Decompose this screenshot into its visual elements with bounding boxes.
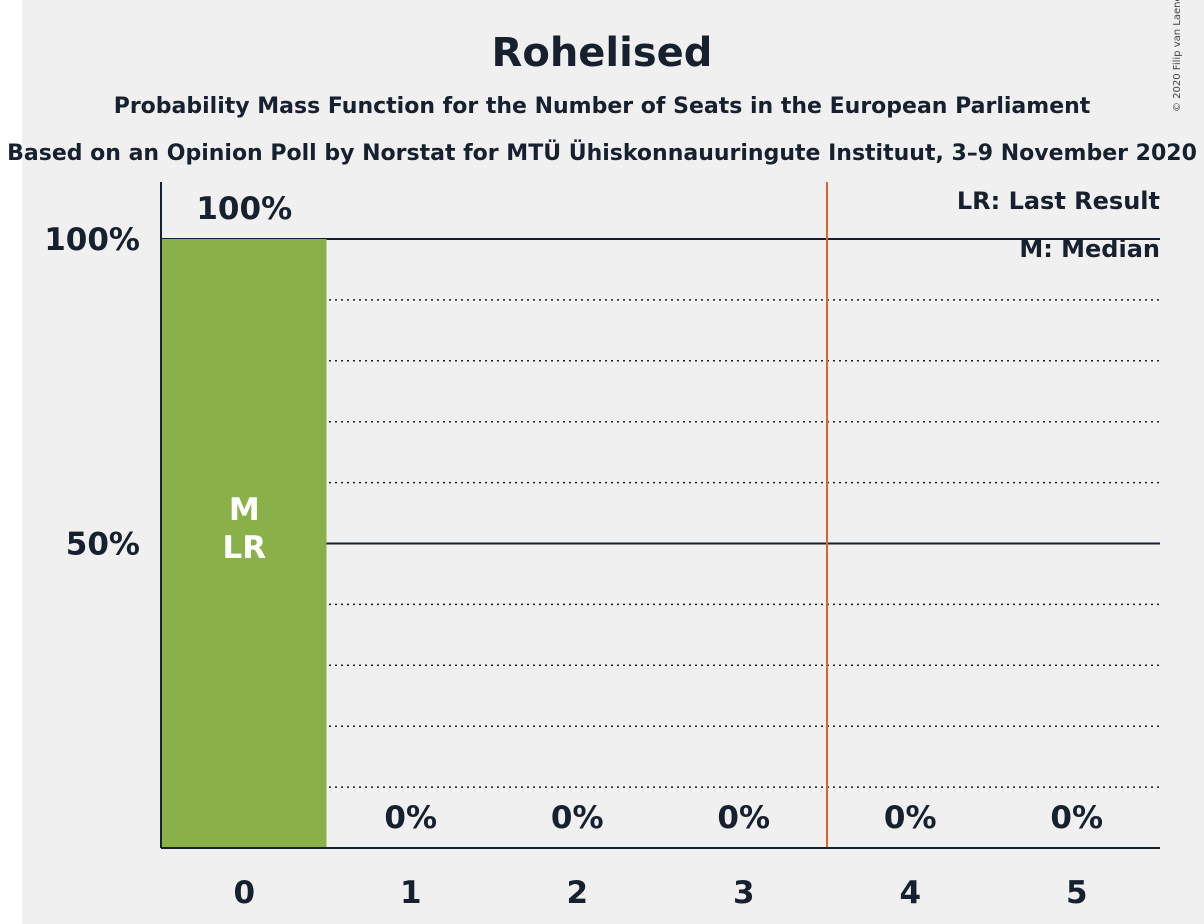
y-tick-label: 50% [66, 527, 140, 563]
data-label: 0% [884, 800, 937, 836]
x-tick-label: 5 [1066, 875, 1088, 911]
x-tick-label: 0 [233, 875, 255, 911]
y-tick-label: 100% [44, 222, 140, 258]
last-result-marker: LR [222, 530, 266, 566]
chart-source: Based on an Opinion Poll by Norstat for … [7, 140, 1197, 166]
x-tick-label: 2 [566, 875, 588, 911]
chart-subtitle: Probability Mass Function for the Number… [114, 94, 1091, 119]
x-tick-label: 4 [899, 875, 921, 911]
x-tick-label: 3 [733, 875, 755, 911]
data-label: 100% [196, 191, 292, 227]
data-label: 0% [384, 800, 437, 836]
copyright-text: © 2020 Filip van Laenen [1172, 0, 1183, 112]
chart-title: Rohelised [492, 30, 713, 76]
x-tick-label: 1 [400, 875, 422, 911]
data-label: 0% [1050, 800, 1103, 836]
legend-last-result: LR: Last Result [957, 187, 1160, 215]
data-label: 0% [551, 800, 604, 836]
plot-area: 50% 100% 0 1 2 3 4 5 100% 0% 0% 0% 0% 0% MLR [44, 182, 1160, 911]
median-marker: M [229, 492, 260, 528]
data-label: 0% [717, 800, 770, 836]
bar-0 [162, 239, 327, 848]
